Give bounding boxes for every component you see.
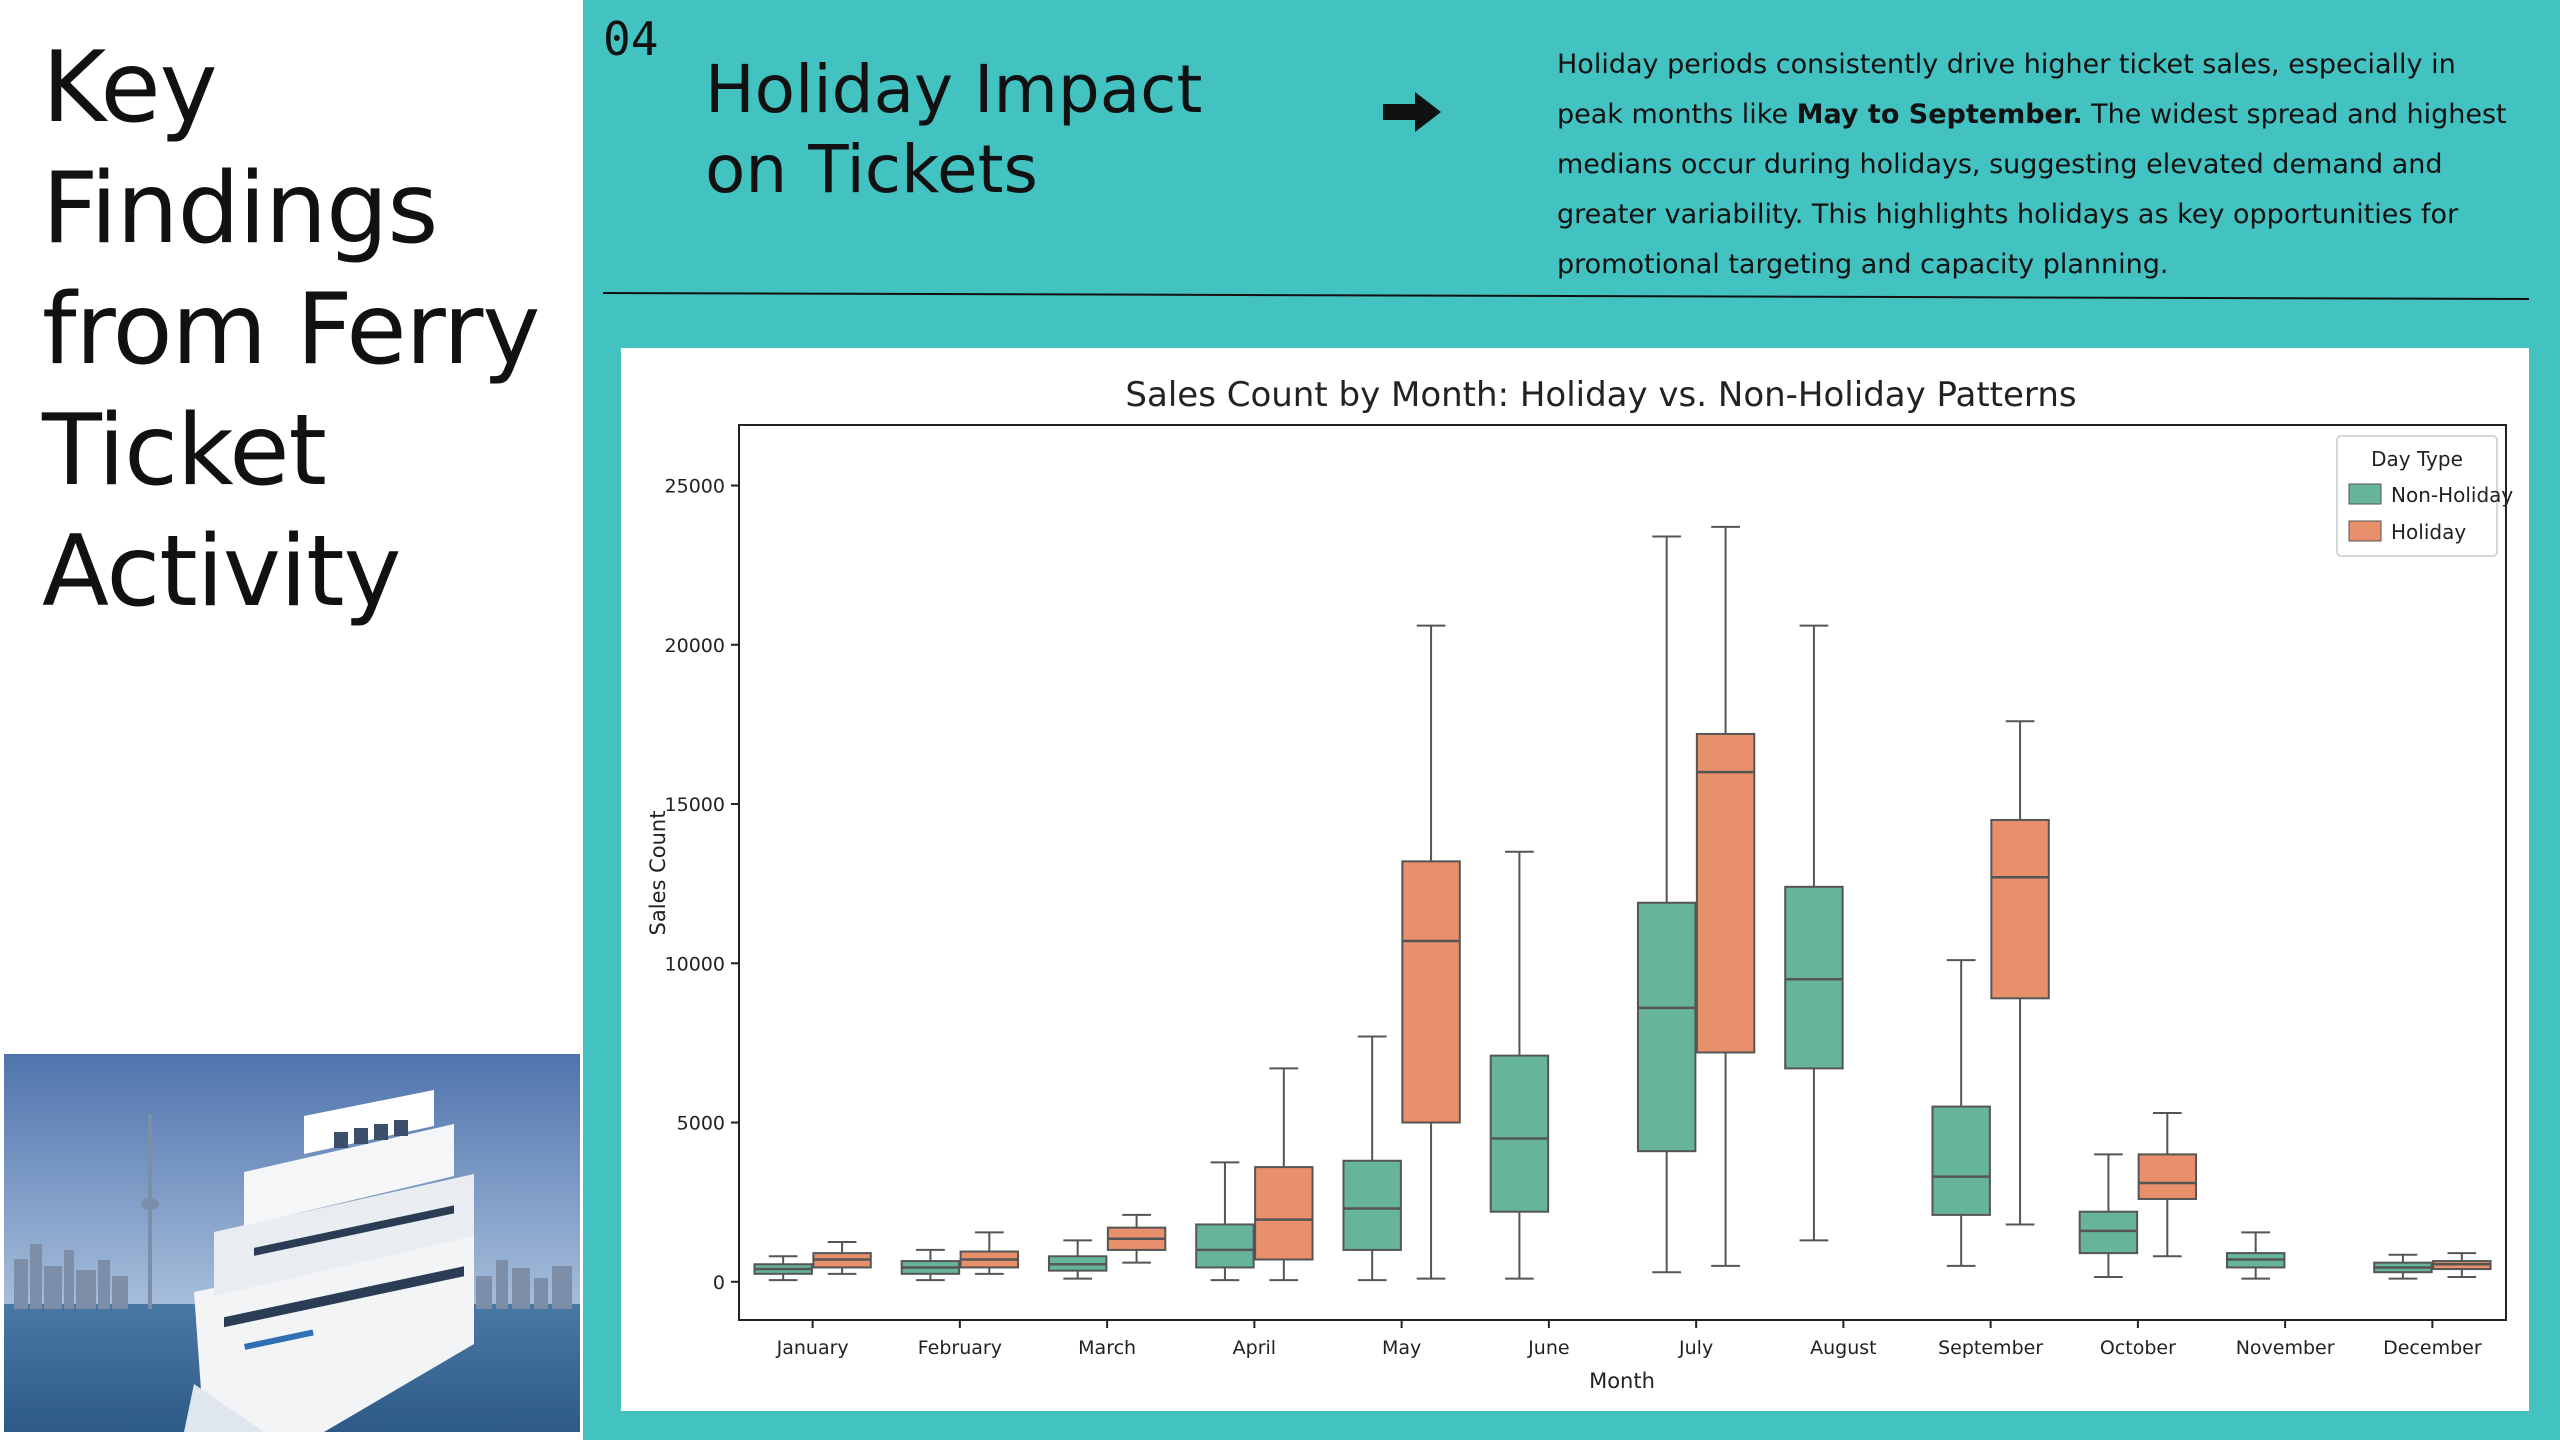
box-iqr	[1401, 860, 1461, 1124]
box-holiday	[812, 1240, 872, 1275]
box-iqr	[1931, 1105, 1991, 1216]
legend-title: Day Type	[2371, 447, 2463, 471]
x-tick-label: January	[776, 1337, 849, 1359]
box-non-holiday	[1931, 959, 1991, 1267]
page-title-line: Activity	[42, 515, 401, 629]
plot-frame	[738, 424, 2507, 1321]
section-title-line: on Tickets	[705, 131, 1038, 208]
legend-label-holiday: Holiday	[2391, 520, 2466, 544]
summary-text: Holiday periods consistently drive highe…	[1557, 40, 2517, 290]
box-iqr	[1990, 818, 2050, 1000]
box-non-holiday	[1489, 850, 1550, 1280]
ferry-illustration	[4, 1054, 580, 1432]
page-title-line: Findings	[42, 152, 438, 266]
page-title-line: Key	[42, 31, 218, 145]
box-iqr	[1489, 1054, 1550, 1213]
box-iqr	[1695, 732, 1756, 1054]
x-tick-label: May	[1382, 1337, 1421, 1359]
box-non-holiday	[1342, 1035, 1402, 1282]
x-tick-label: September	[1938, 1337, 2043, 1359]
box-non-holiday	[2225, 1231, 2286, 1280]
box-non-holiday	[1636, 535, 1697, 1274]
x-tick-label: April	[1233, 1337, 1276, 1359]
page-title: Key Findings from Ferry Ticket Activity	[42, 28, 582, 633]
y-axis: 0 5000 10000 15000 20000 25000	[665, 476, 739, 1294]
slide-number: 04	[603, 12, 659, 66]
box-iqr	[1195, 1223, 1255, 1269]
divider	[603, 292, 2530, 300]
summary-text-part: The widest spread and highest medians oc…	[1557, 99, 2507, 280]
content-panel: 04 Holiday Impact on Tickets Holiday per…	[583, 0, 2560, 1440]
y-tick-label: 5000	[677, 1113, 725, 1135]
x-tick-label: June	[1527, 1337, 1569, 1359]
box-iqr	[1784, 885, 1844, 1070]
box-holiday	[2137, 1111, 2198, 1258]
box-non-holiday	[2373, 1253, 2433, 1280]
ferry-ship	[184, 1090, 474, 1432]
x-tick-label: July	[1678, 1337, 1713, 1359]
right-arrow-icon	[1383, 92, 1441, 132]
summary-text-part: Holiday periods consistently drive highe…	[1557, 49, 2456, 130]
page-title-line: from Ferry	[42, 273, 540, 387]
x-tick-label: August	[1810, 1337, 1877, 1359]
box-holiday	[1401, 624, 1461, 1280]
box-iqr	[2137, 1153, 2198, 1200]
y-tick-label: 10000	[665, 953, 725, 975]
box-iqr	[1636, 901, 1697, 1153]
y-tick-label: 0	[713, 1272, 725, 1294]
x-tick-label: October	[2100, 1337, 2176, 1359]
box-non-holiday	[1047, 1239, 1108, 1280]
y-tick-label: 15000	[665, 794, 725, 816]
x-axis: January February March April May June July Augu…	[776, 1320, 2482, 1359]
box-holiday	[1106, 1213, 1167, 1264]
box-holiday	[1254, 1067, 1314, 1282]
box-holiday	[1990, 720, 2050, 1226]
box-non-holiday	[753, 1255, 813, 1282]
x-tick-label: March	[1078, 1337, 1136, 1359]
ferry-photo	[4, 1054, 580, 1432]
skyline	[14, 1114, 572, 1309]
legend-swatch-holiday	[2348, 520, 2382, 542]
legend-label-non-holiday: Non-Holiday	[2391, 483, 2513, 507]
legend-swatch-non-holiday	[2348, 483, 2382, 505]
boxplot-chart: Sales Count by Month: Holiday vs. Non-Ho…	[646, 375, 2513, 1393]
page-title-line: Ticket	[42, 394, 327, 508]
x-axis-title: Month	[1589, 1369, 1655, 1393]
box-iqr	[1254, 1166, 1314, 1261]
legend: Day Type Non-Holiday Holiday	[2336, 435, 2513, 557]
section-title: Holiday Impact on Tickets	[705, 50, 1265, 210]
box-non-holiday	[2078, 1153, 2139, 1279]
chart-card: Sales Count by Month: Holiday vs. Non-Ho…	[621, 348, 2529, 1411]
box-holiday	[1695, 525, 1756, 1267]
box-non-holiday	[1784, 624, 1844, 1242]
x-tick-label: December	[2383, 1337, 2482, 1359]
y-axis-title: Sales Count	[646, 811, 670, 936]
box-holiday	[959, 1231, 1020, 1275]
x-tick-label: February	[918, 1337, 1002, 1359]
box-iqr	[2078, 1210, 2139, 1255]
y-tick-label: 25000	[665, 476, 725, 498]
box-holiday	[2432, 1252, 2492, 1279]
section-title-line: Holiday Impact	[705, 51, 1203, 128]
box-non-holiday	[1195, 1161, 1255, 1282]
boxes	[753, 525, 2492, 1282]
x-tick-label: November	[2236, 1337, 2335, 1359]
box-non-holiday	[900, 1248, 961, 1282]
y-tick-label: 20000	[665, 635, 725, 657]
chart-title: Sales Count by Month: Holiday vs. Non-Ho…	[1125, 375, 2076, 415]
box-iqr	[1342, 1159, 1402, 1251]
summary-highlight: May to September.	[1796, 99, 2083, 130]
